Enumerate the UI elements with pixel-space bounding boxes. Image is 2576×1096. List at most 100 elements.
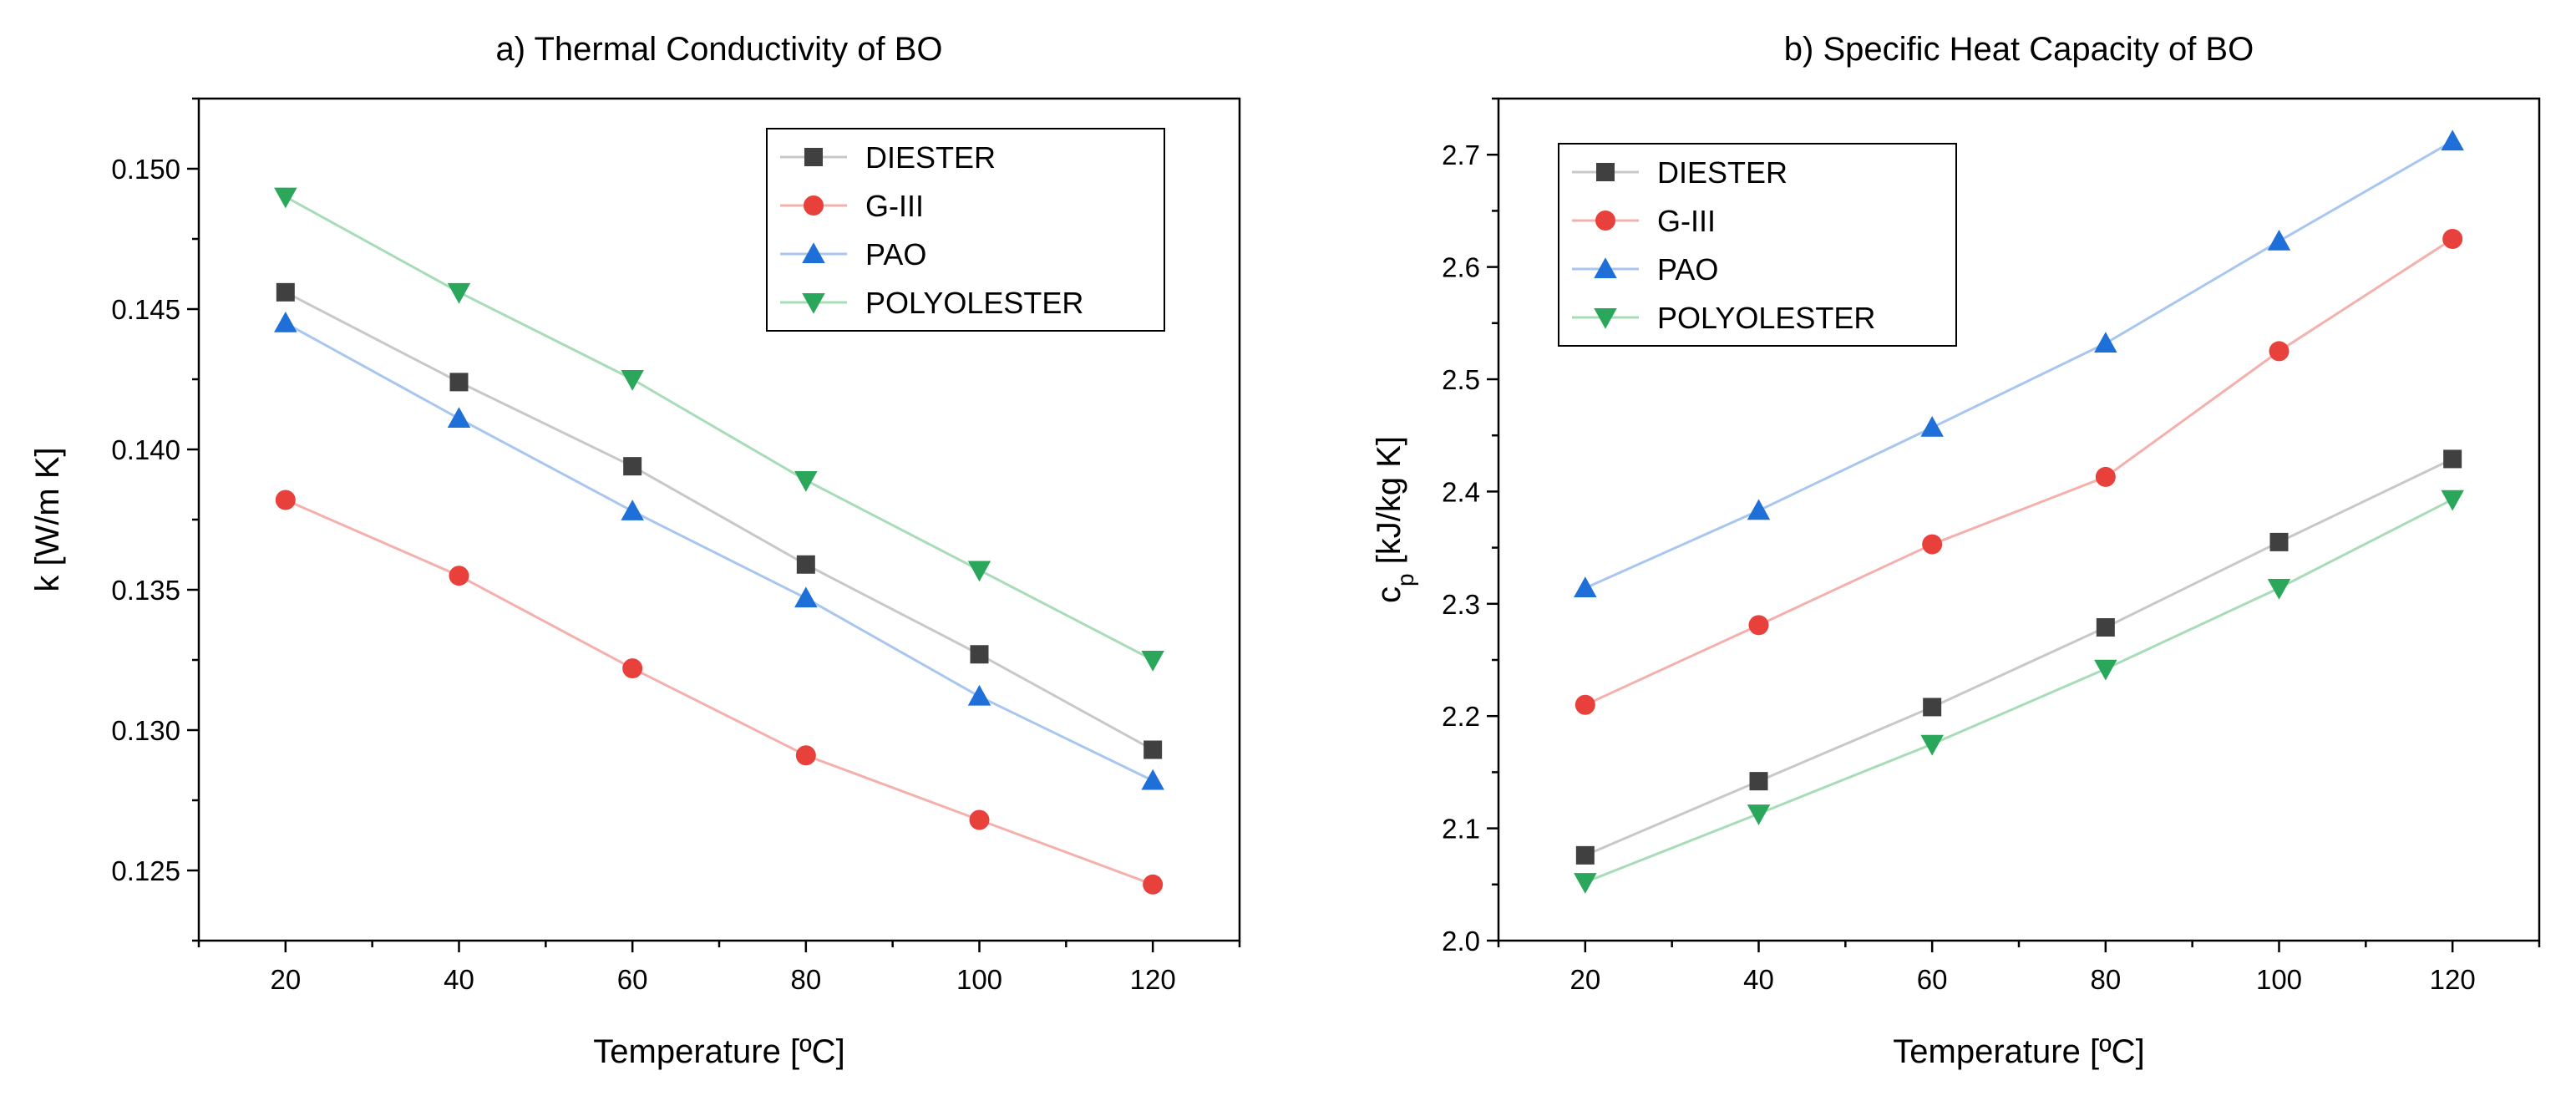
data-point-pao (1747, 499, 1771, 520)
legend: DIESTER G-III PAO POLYOLESTER (766, 128, 1165, 332)
y-tick-label: 0.125 (111, 855, 180, 886)
y-axis-label-units: [kJ/kg K] (1371, 436, 1407, 574)
data-point-diester (1749, 772, 1768, 791)
data-point-pao (447, 407, 471, 429)
legend-label: DIESTER (865, 140, 996, 175)
y-tick-label: 0.135 (111, 575, 180, 606)
y-tick-label: 2.1 (1442, 814, 1480, 845)
x-tick-label: 40 (1743, 964, 1774, 995)
x-tick-label: 20 (270, 964, 301, 995)
data-point-polyolester (1920, 734, 1944, 756)
y-tick-label: 0.140 (111, 434, 180, 465)
series-line-diester (285, 291, 1154, 751)
series-line-pao (285, 322, 1154, 782)
legend-marker-polyolester (802, 293, 825, 314)
data-point-polyolester (274, 187, 297, 209)
data-point-polyolester (2267, 578, 2291, 600)
legend-label: PAO (865, 237, 926, 271)
data-point-g-iii (275, 490, 296, 510)
series-line-g-iii (285, 499, 1154, 886)
legend-marker-diester (804, 148, 823, 166)
y-axis-label-main: c (1371, 586, 1407, 603)
data-point-pao (621, 500, 644, 520)
legend-label: POLYOLESTER (865, 286, 1083, 320)
y-tick-label: 2.6 (1442, 252, 1480, 283)
data-point-polyolester (447, 282, 471, 304)
data-point-diester (2443, 449, 2462, 469)
x-tick-label: 40 (444, 964, 474, 995)
data-point-polyolester (1574, 873, 1597, 894)
y-tick-label: 2.7 (1442, 140, 1480, 170)
data-point-diester (276, 282, 295, 302)
x-axis-label: Temperature [ºC] (593, 1033, 844, 1070)
legend-label: POLYOLESTER (1657, 301, 1875, 335)
data-point-pao (2094, 332, 2117, 353)
data-point-g-iii (449, 566, 469, 586)
data-point-diester (1143, 740, 1163, 759)
legend-box (1558, 143, 1957, 347)
legend-marker-pao (1594, 257, 1617, 278)
x-tick-label: 100 (2256, 964, 2302, 995)
data-point-pao (2441, 129, 2464, 151)
data-point-g-iii (1922, 534, 1943, 555)
series-line-polyolester (285, 195, 1154, 662)
y-tick-label: 2.3 (1442, 589, 1480, 620)
y-tick-label: 0.145 (111, 294, 180, 325)
x-axis-label: Temperature [ºC] (1893, 1033, 2144, 1070)
series-line-g-iii (1585, 237, 2453, 707)
y-tick-label: 2.0 (1442, 926, 1480, 956)
data-point-diester (2096, 618, 2115, 637)
data-point-pao (1920, 416, 1944, 437)
chart-title: b) Specific Heat Capacity of BO (1784, 31, 2254, 68)
x-tick-label: 100 (956, 964, 1002, 995)
chart-specific-heat-capacity: b) Specific Heat Capacity of BO 20 40 60 80 1… (1371, 31, 2541, 1070)
data-point-g-iii (622, 658, 643, 679)
y-axis-label: k [W/m K] (29, 447, 66, 591)
data-point-g-iii (969, 809, 990, 830)
legend-marker-polyolester (1594, 308, 1617, 329)
data-point-g-iii (1748, 615, 1769, 636)
legend-marker-diester (1596, 163, 1615, 181)
data-point-pao (1574, 576, 1597, 597)
x-tick-label: 120 (2430, 964, 2476, 995)
series-line-pao (1585, 140, 2453, 590)
data-point-g-iii (2442, 229, 2463, 249)
data-point-polyolester (967, 561, 991, 582)
legend-marker-g-iii (1595, 211, 1615, 231)
data-point-diester (796, 555, 815, 574)
legend-label: PAO (1657, 252, 1718, 287)
x-tick-label: 120 (1130, 964, 1176, 995)
y-axis-label-subscript: p (1392, 573, 1418, 586)
x-tick-label: 80 (2090, 964, 2121, 995)
data-point-polyolester (2441, 490, 2464, 511)
chart-thermal-conductivity: a) Thermal Conductivity of BO 20 40 60 80 100… (29, 31, 1241, 1070)
series-line-polyolester (1585, 498, 2453, 884)
data-point-g-iii (795, 745, 816, 766)
x-tick-label: 80 (790, 964, 821, 995)
data-point-g-iii (1143, 874, 1164, 895)
legend-label: DIESTER (1657, 155, 1787, 190)
data-point-pao (1141, 769, 1164, 790)
data-point-g-iii (2269, 341, 2289, 362)
data-point-diester (1575, 845, 1595, 865)
data-point-polyolester (794, 470, 818, 492)
data-point-pao (274, 312, 297, 332)
y-tick-label: 2.2 (1442, 701, 1480, 732)
data-point-diester (449, 373, 469, 392)
legend-marker-pao (802, 242, 825, 263)
data-point-diester (2269, 532, 2289, 551)
data-point-polyolester (1141, 651, 1164, 672)
legend-box (766, 128, 1165, 332)
data-point-pao (967, 684, 991, 706)
data-point-polyolester (621, 370, 644, 391)
data-point-g-iii (2095, 466, 2116, 487)
y-tick-label: 0.130 (111, 715, 180, 746)
y-tick-label: 0.150 (111, 154, 180, 185)
legend-marker-g-iii (804, 195, 824, 216)
chart-title: a) Thermal Conductivity of BO (495, 31, 942, 68)
data-point-pao (794, 586, 818, 608)
y-tick-label: 2.4 (1442, 476, 1480, 507)
legend: DIESTER G-III PAO POLYOLESTER (1558, 143, 1957, 347)
data-point-diester (1923, 698, 1942, 717)
